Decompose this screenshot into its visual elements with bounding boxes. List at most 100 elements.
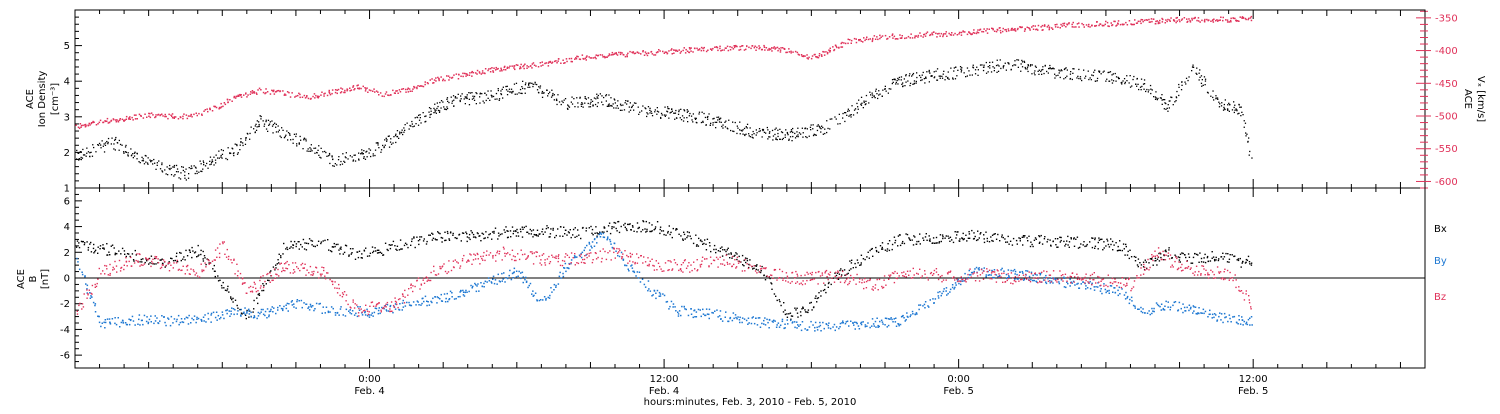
density-point [507, 86, 508, 87]
density-point [191, 165, 192, 166]
velocity-point [224, 102, 226, 104]
bx-point [1047, 239, 1048, 240]
density-point [458, 94, 459, 95]
by-point [1012, 270, 1014, 272]
by-point [350, 309, 352, 311]
by-point [371, 314, 373, 316]
bx-point [1237, 259, 1238, 260]
by-point [875, 321, 877, 323]
bx-point [536, 234, 537, 235]
by-point [896, 326, 898, 328]
bx-point [1216, 257, 1217, 258]
velocity-point [1072, 26, 1074, 28]
by-point [859, 328, 861, 330]
velocity-point [382, 95, 384, 97]
density-point [370, 150, 371, 151]
density-point [520, 93, 521, 94]
density-point [342, 164, 343, 165]
density-point [649, 110, 650, 111]
bx-point [466, 233, 467, 234]
bx-point [1055, 238, 1056, 239]
by-point [898, 325, 900, 327]
bx-point [743, 265, 744, 266]
density-point [386, 138, 387, 139]
velocity-point [1148, 19, 1150, 21]
velocity-point [388, 95, 390, 97]
bx-point [626, 230, 627, 231]
density-point [806, 137, 807, 138]
density-point [610, 97, 611, 98]
velocity-point [1035, 25, 1037, 27]
velocity-point [193, 114, 195, 116]
velocity-point [687, 51, 689, 53]
bx-point [779, 299, 780, 300]
velocity-point [819, 55, 821, 57]
bx-point [974, 238, 975, 239]
velocity-point [430, 79, 432, 81]
velocity-point [550, 61, 552, 63]
density-point [603, 97, 604, 98]
velocity-point [727, 46, 729, 48]
density-point [300, 140, 301, 141]
density-point [989, 67, 990, 68]
density-point [853, 114, 854, 115]
velocity-point [1056, 24, 1058, 26]
density-point [577, 102, 578, 103]
velocity-point [959, 32, 961, 34]
bx-point [321, 241, 322, 242]
by-point [549, 295, 551, 297]
density-point [515, 94, 516, 95]
density-point [76, 158, 77, 159]
density-point [1234, 105, 1235, 106]
density-point [79, 158, 80, 159]
bx-point [565, 230, 566, 231]
bx-point [938, 242, 939, 243]
velocity-point [162, 115, 164, 117]
velocity-point [611, 54, 613, 56]
density-point [675, 110, 676, 111]
density-point [848, 116, 849, 117]
velocity-point [504, 66, 506, 68]
bx-point [504, 229, 505, 230]
density-point [779, 129, 780, 130]
by-point [180, 322, 182, 324]
velocity-point [892, 33, 894, 35]
density-point [845, 112, 846, 113]
bx-point [469, 239, 470, 240]
by-point [617, 255, 619, 257]
density-point [910, 83, 911, 84]
velocity-point [245, 92, 247, 94]
by-point [820, 330, 822, 332]
density-point [894, 79, 895, 80]
by-point [1190, 308, 1192, 310]
by-point [628, 270, 630, 272]
bx-point [237, 305, 238, 306]
density-point [233, 153, 234, 154]
density-point [907, 80, 908, 81]
density-point [414, 126, 415, 127]
density-point [585, 96, 586, 97]
velocity-point [994, 31, 996, 33]
velocity-point [96, 124, 98, 126]
by-point [748, 322, 750, 324]
bx-point [724, 249, 725, 250]
by-point [196, 317, 198, 319]
density-point [591, 99, 592, 100]
by-point [1049, 280, 1051, 282]
density-point [992, 66, 993, 67]
velocity-point [414, 87, 416, 89]
density-point [767, 127, 768, 128]
bx-point [828, 283, 829, 284]
velocity-point [983, 31, 985, 33]
density-point [1078, 69, 1079, 70]
density-point [1124, 78, 1125, 79]
bx-point [840, 268, 841, 269]
bx-point [253, 308, 254, 309]
density-point [389, 147, 390, 148]
bx-point [1042, 243, 1043, 244]
by-point [830, 328, 832, 330]
density-point [385, 145, 386, 146]
bx-point [785, 314, 786, 315]
by-point [109, 318, 111, 320]
by-point [1100, 288, 1102, 290]
